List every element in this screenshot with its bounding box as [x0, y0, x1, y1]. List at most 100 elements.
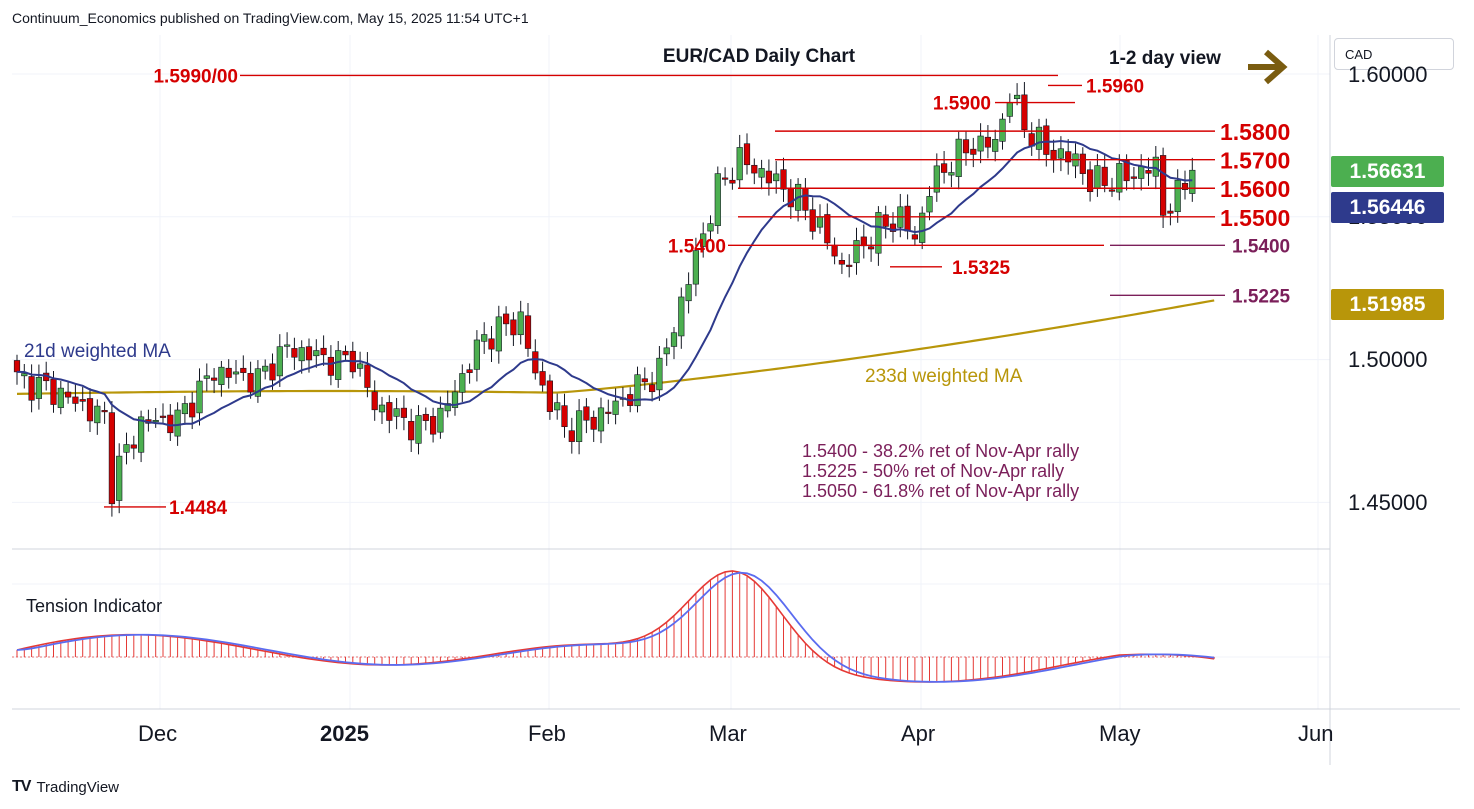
candle-body: [21, 373, 28, 377]
candle-body: [320, 347, 327, 356]
candle-body: [510, 319, 517, 336]
candle-body: [889, 223, 897, 232]
candle-body: [1094, 165, 1101, 189]
candle-body: [305, 346, 313, 361]
y-tick-1: 1.60000: [1348, 62, 1428, 87]
candle-body: [692, 250, 699, 285]
ma21-label: 21d weighted MA: [24, 341, 171, 362]
level-label-6: 1.5600: [1220, 176, 1290, 202]
candle-body: [721, 177, 729, 180]
candle-body: [648, 384, 656, 393]
candle-body: [1130, 176, 1137, 179]
candle-body: [356, 363, 364, 369]
candle-body: [955, 138, 962, 177]
candle-body: [57, 387, 64, 408]
candle-body: [539, 371, 546, 386]
candle-body: [663, 347, 670, 355]
ma21-path: [16, 140, 1193, 427]
candle-body: [444, 403, 451, 412]
candle-body: [634, 374, 641, 407]
candle-body: [13, 360, 21, 373]
level-label-3: 1.5900: [933, 94, 991, 115]
candle-body: [72, 396, 79, 404]
candle-body: [159, 415, 167, 418]
candle-body: [1138, 166, 1145, 179]
candle-body: [860, 236, 867, 247]
y-tick-3: 1.50000: [1348, 347, 1428, 372]
candle-body: [875, 212, 882, 254]
candle-body: [517, 311, 524, 336]
candle-body: [211, 377, 218, 381]
candle-body: [181, 403, 189, 415]
level-label-7: 1.5500: [1220, 205, 1290, 231]
ma21-line: [16, 140, 1193, 427]
candle-body: [488, 338, 495, 350]
candle-body: [86, 398, 94, 422]
candle-body: [364, 364, 371, 388]
candle-body: [575, 410, 583, 442]
tension-indicator: [12, 570, 1215, 683]
retracement-note-3: 1.5050 - 61.8% ret of Nov-Apr rally: [802, 481, 1079, 501]
candle-body: [904, 205, 911, 232]
candle-body: [802, 187, 809, 211]
grid: [12, 35, 1330, 709]
candle-body: [189, 402, 196, 418]
candle-body: [1043, 125, 1050, 155]
candle-body: [466, 369, 473, 373]
level-label-1: 1.5990/00: [153, 66, 238, 87]
tradingview-logo-icon: TV: [12, 778, 31, 795]
candle-body: [1145, 170, 1152, 174]
target-label-2: 1.5225: [1232, 286, 1291, 307]
candle-body: [1108, 189, 1116, 192]
candle-body: [729, 179, 736, 184]
candle-body: [1013, 94, 1021, 100]
candle-body: [335, 350, 342, 380]
candle-body: [532, 351, 539, 374]
candle-body: [459, 373, 466, 393]
candle-body: [1057, 148, 1064, 159]
candle-body: [254, 368, 262, 397]
currency-button[interactable]: CAD: [1334, 38, 1454, 70]
candle-body: [422, 413, 429, 421]
candle-body: [291, 348, 298, 358]
candle-body: [1021, 94, 1028, 131]
candle-body: [218, 366, 225, 385]
candle-body: [824, 214, 831, 244]
candle-body: [415, 415, 422, 444]
candle-body: [554, 402, 561, 411]
level-label-5: 1.5700: [1220, 148, 1290, 174]
candle-body: [867, 246, 875, 250]
candle-body: [451, 391, 459, 408]
chart-title: EUR/CAD Daily Chart: [663, 46, 856, 67]
candle-body: [1181, 183, 1189, 190]
candle-body: [970, 148, 977, 155]
candle-body: [138, 416, 145, 453]
candle-body: [123, 444, 130, 453]
candle-body: [1123, 160, 1130, 182]
y-tick-4: 1.45000: [1348, 490, 1428, 515]
candle-body: [992, 139, 999, 152]
candle-body: [342, 350, 349, 356]
candle-body: [984, 136, 991, 148]
candle-body: [269, 363, 276, 381]
candle-body: [714, 173, 721, 226]
candle-body: [429, 416, 437, 435]
candle-body: [481, 334, 488, 342]
candle-body: [28, 376, 35, 401]
candle-body: [1152, 156, 1159, 177]
tension-label: Tension Indicator: [26, 596, 162, 616]
candle-body: [116, 455, 123, 501]
candle-body: [378, 404, 386, 413]
level-label-2: 1.5960: [1086, 76, 1144, 97]
candle-body: [926, 196, 933, 213]
tension-fast-line: [16, 570, 1215, 683]
candle-body: [408, 421, 415, 441]
candle-body: [838, 260, 845, 265]
candle-body: [977, 135, 984, 152]
candle-body: [298, 347, 305, 362]
publisher-header: Continuum_Economics published on Trading…: [12, 10, 529, 26]
footer-branding[interactable]: TV TradingView: [12, 778, 119, 796]
ma233-label: 233d weighted MA: [865, 366, 1023, 387]
level-label-8: 1.5400: [668, 236, 726, 257]
